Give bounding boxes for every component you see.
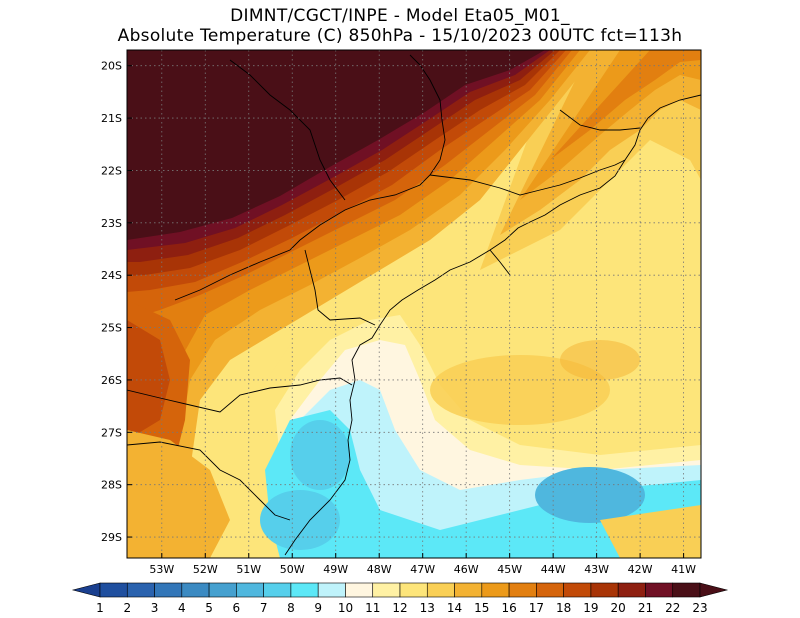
colorbar-label: 13: [420, 601, 435, 615]
colorbar-swatch: [99, 582, 128, 598]
colorbar-swatch: [617, 582, 646, 598]
colorbar-swatch: [317, 582, 346, 598]
colorbar-label: 7: [260, 601, 268, 615]
colorbar-label: 18: [556, 601, 571, 615]
lon-tick-label: 49W: [323, 563, 348, 576]
colorbar-swatch: [481, 582, 510, 598]
colorbar-swatch: [236, 582, 264, 598]
lat-tick-label: 20S: [101, 60, 122, 73]
colorbar-label: 1: [96, 601, 104, 615]
colorbar-label: 6: [233, 601, 241, 615]
lat-tick-label: 25S: [101, 322, 122, 335]
colorbar-label: 22: [665, 601, 680, 615]
colorbar-label: 10: [338, 601, 353, 615]
map-title-line-2: Absolute Temperature (C) 850hPa - 15/10/…: [117, 26, 683, 46]
colorbar-swatch: [126, 582, 155, 598]
colorbar-label: 11: [365, 601, 380, 615]
temperature-field: [127, 50, 701, 558]
colorbar-label: 8: [287, 601, 295, 615]
colorbar-swatch: [536, 582, 564, 598]
longitude-axis: 53W 52W 51W 50W 49W 48W 47W 46W 45W 44W 43W 42W 41W: [149, 553, 696, 576]
colorbar-label: 17: [529, 601, 544, 615]
colorbar-swatch: [454, 582, 483, 598]
colorbar-swatch: [290, 582, 319, 598]
colorbar-label: 2: [123, 601, 131, 615]
colorbar-label: 19: [583, 601, 598, 615]
lon-tick-label: 41W: [671, 563, 696, 576]
colorbar-label: 5: [205, 601, 213, 615]
lon-tick-label: 42W: [628, 563, 653, 576]
lon-tick-label: 53W: [149, 563, 174, 576]
colorbar-arrow-low: [71, 582, 101, 598]
colorbar-arrow-high: [699, 582, 729, 598]
map-frame: [126, 49, 702, 559]
colorbar-label: 21: [638, 601, 653, 615]
colorbar-swatch: [426, 582, 455, 598]
colorbar-label: 16: [501, 601, 516, 615]
colorbar-swatch: [181, 582, 210, 598]
latitude-axis: 20S 21S 22S 23S 24S 25S 26S 27S 28S 29S: [101, 60, 132, 544]
colorbar-label: 15: [474, 601, 489, 615]
lon-tick-label: 48W: [367, 563, 392, 576]
lon-tick-label: 44W: [541, 563, 566, 576]
colorbar-swatch: [263, 582, 292, 598]
lat-tick-label: 21S: [101, 112, 122, 125]
colorbar-swatch: [508, 582, 537, 598]
colorbar-label: 3: [151, 601, 159, 615]
lat-tick-label: 29S: [101, 531, 122, 544]
lat-tick-label: 28S: [101, 479, 122, 492]
colorbar-swatch: [372, 582, 401, 598]
lat-tick-label: 22S: [101, 164, 122, 177]
lon-tick-label: 50W: [280, 563, 305, 576]
colorbar-label: 20: [611, 601, 626, 615]
colorbar-swatch: [154, 582, 183, 598]
lat-tick-label: 23S: [101, 217, 122, 230]
lon-tick-label: 47W: [410, 563, 435, 576]
colorbar-swatch: [345, 582, 374, 598]
lon-tick-label: 52W: [193, 563, 218, 576]
lon-tick-label: 51W: [236, 563, 261, 576]
colorbar-swatch: [563, 582, 592, 598]
colorbar-swatch: [399, 582, 428, 598]
colorbar-swatch: [208, 582, 237, 598]
colorbar-swatch: [590, 582, 619, 598]
lat-tick-label: 26S: [101, 374, 122, 387]
lon-tick-label: 46W: [454, 563, 479, 576]
map-title-line-1: DIMNT/CGCT/INPE - Model Eta05_M01_: [230, 6, 570, 26]
colorbar-label: 14: [447, 601, 462, 615]
colorbar-swatch: [645, 582, 674, 598]
colorbar-label: 12: [392, 601, 407, 615]
lat-tick-label: 27S: [101, 426, 122, 439]
colorbar-swatch: [672, 582, 701, 598]
colorbar-label: 4: [178, 601, 186, 615]
lon-tick-label: 45W: [497, 563, 522, 576]
colorbar-label: 9: [314, 601, 322, 615]
lat-lon-grid: [127, 50, 701, 558]
lat-tick-label: 24S: [101, 269, 122, 282]
colorbar: 1 2 3 4 5 6 7 8 9 10 11 12 13 14 15 16 17 18 19 20 21 22 23: [71, 582, 729, 615]
lon-tick-label: 43W: [584, 563, 609, 576]
colorbar-label: 23: [692, 601, 707, 615]
